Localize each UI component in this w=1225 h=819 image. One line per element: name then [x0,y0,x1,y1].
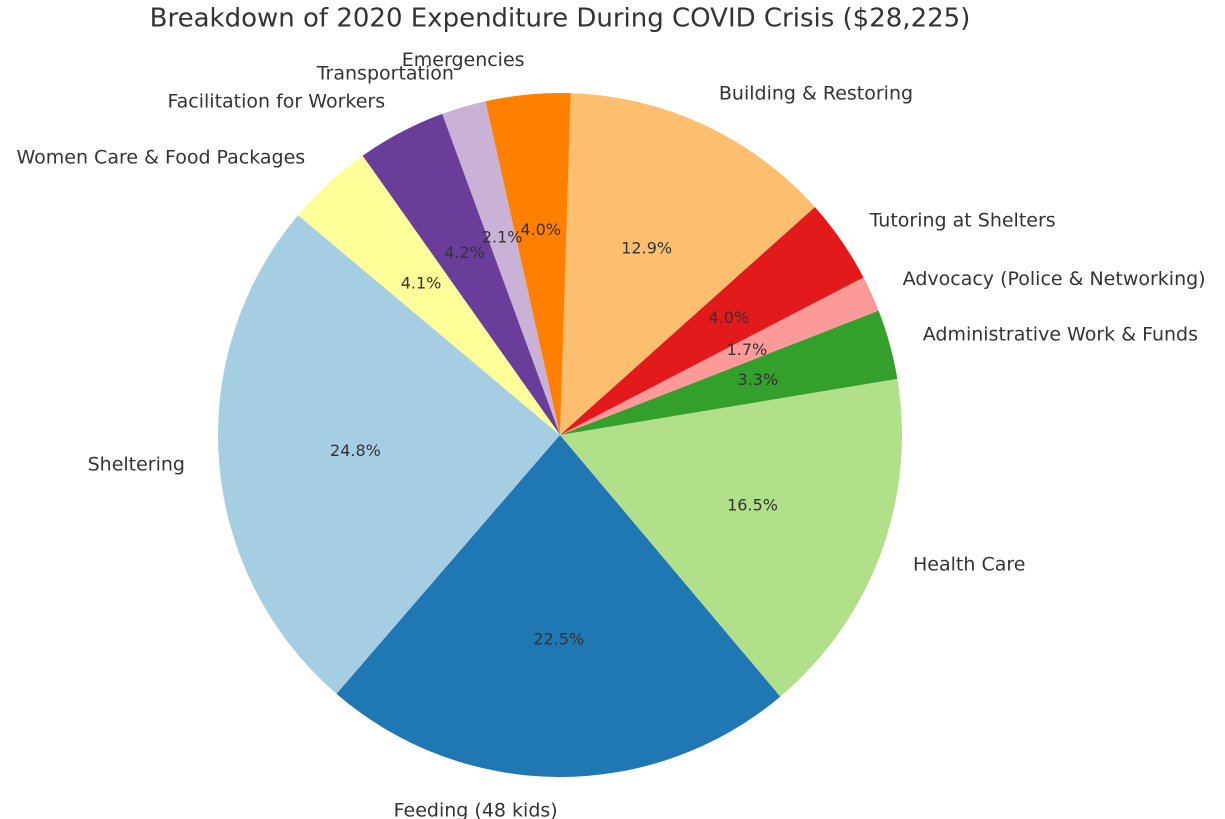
slice-label: Women Care & Food Packages [16,147,305,169]
slice-label: Transportation [316,63,454,85]
slice-label: Building & Restoring [719,83,913,105]
pie-slice [442,101,560,435]
pie-slice [560,277,879,435]
pie-slice [298,155,560,436]
percent-label: 22.5% [533,630,584,649]
pie-slice [560,378,903,697]
pie-slice [336,435,781,777]
slice-label: Sheltering [88,454,185,476]
percent-label: 1.7% [727,340,768,359]
percent-label: 16.5% [727,495,778,514]
slice-label: Health Care [913,554,1025,576]
slice-label: Tutoring at Shelters [869,210,1056,232]
slice-label: Facilitation for Workers [167,90,385,112]
percent-label: 12.9% [621,239,672,258]
slice-label: Feeding (48 kids) [394,800,558,819]
percent-label: 24.8% [330,441,381,460]
percent-label: 2.1% [482,228,523,247]
pie-slice [560,310,898,435]
chart-title: Breakdown of 2020 Expenditure During COV… [150,4,971,34]
pie-slice [362,113,560,436]
percent-label: 4.0% [520,220,561,239]
slice-label: Emergencies [402,49,525,71]
slice-label: Advocacy (Police & Networking) [903,268,1206,290]
pie-slice [485,92,571,435]
pie-slice [560,93,815,435]
pie-slice [560,206,864,435]
pie-slice [217,215,560,694]
percent-label: 4.1% [401,274,442,293]
slice-label: Administrative Work & Funds [923,324,1198,346]
percent-label: 4.2% [444,243,485,262]
percent-label: 4.0% [709,308,750,327]
percent-label: 3.3% [738,370,779,389]
